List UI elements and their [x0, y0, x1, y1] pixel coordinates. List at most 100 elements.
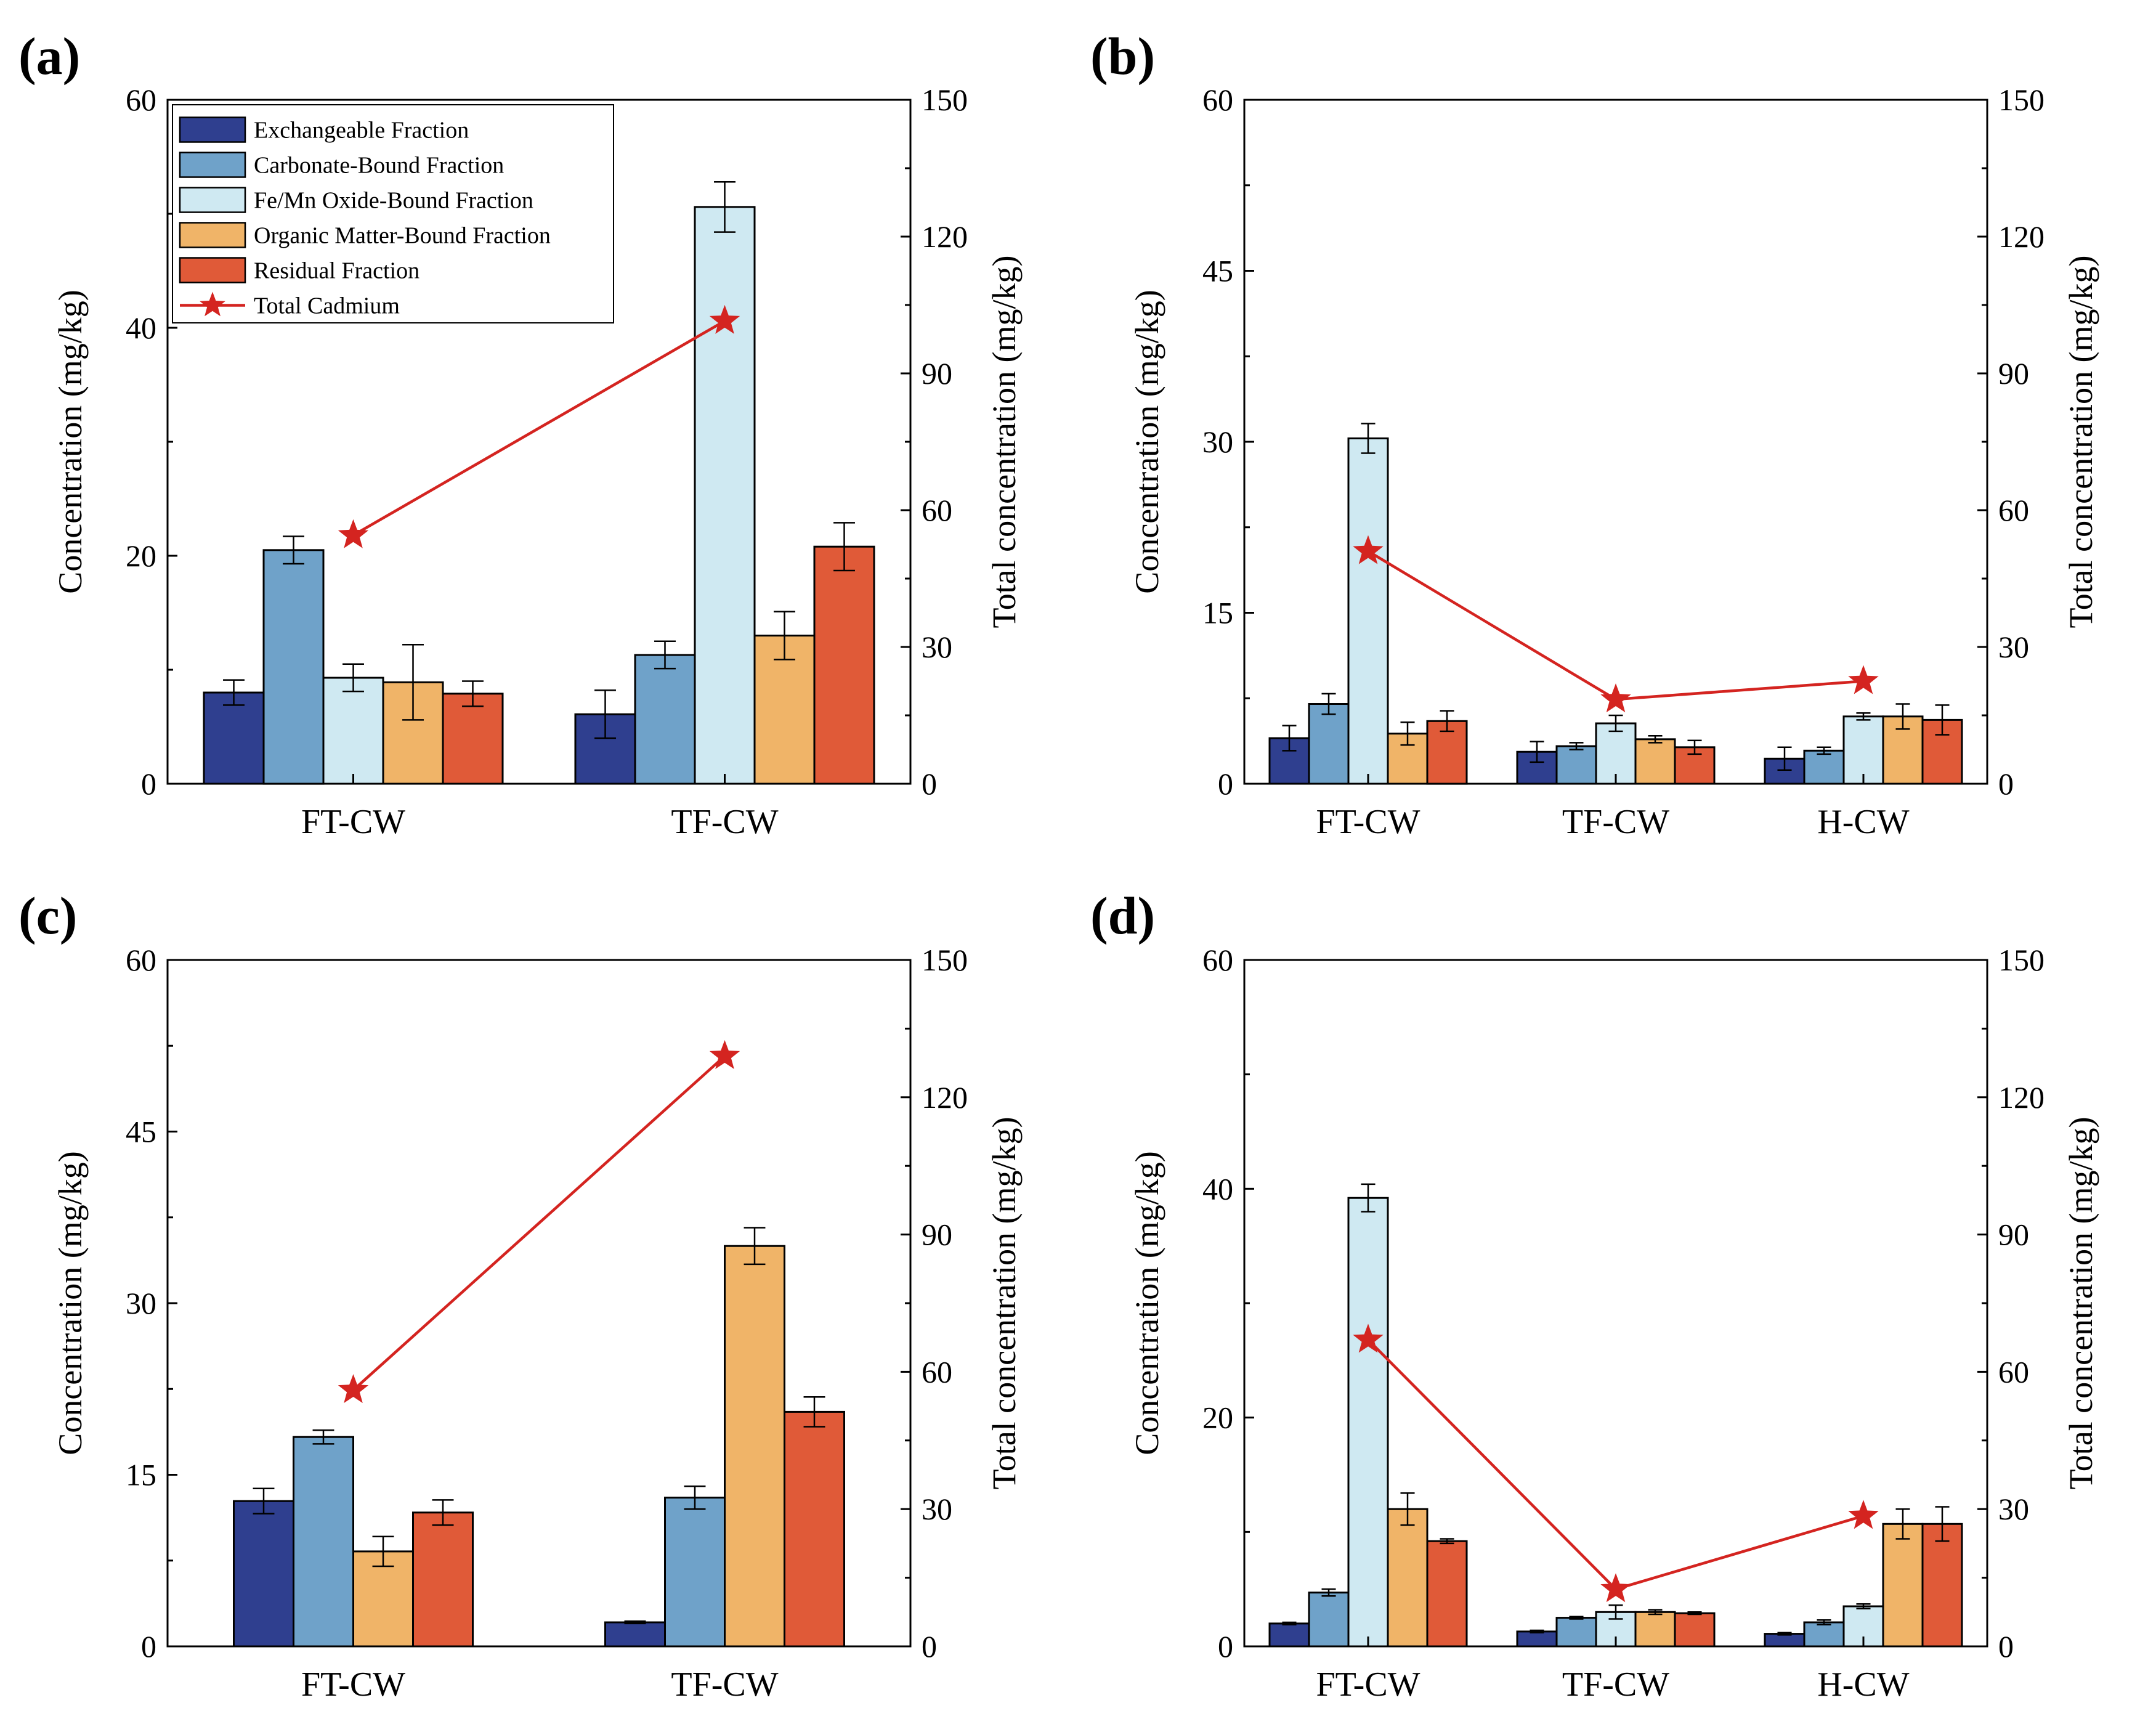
bar	[1308, 703, 1350, 785]
category-label: TF-CW	[671, 803, 778, 841]
y-right-tick-label: 120	[922, 219, 968, 254]
legend-swatch	[179, 116, 246, 143]
total-cadmium-line	[352, 1055, 726, 1391]
legend-swatch	[179, 257, 246, 283]
legend-label: Carbonate-Bound Fraction	[254, 153, 504, 179]
category-label: TF-CW	[1562, 803, 1669, 841]
error-bar	[312, 1429, 334, 1445]
y-tick-label: 40	[1202, 1171, 1233, 1206]
bar	[1882, 1523, 1924, 1648]
bar	[1308, 1592, 1350, 1648]
legend-swatch	[179, 152, 246, 178]
y-tick-label: 0	[1218, 1629, 1233, 1664]
category-label: FT-CW	[1316, 1665, 1420, 1704]
bar	[1347, 437, 1389, 785]
total-cadmium-point	[709, 304, 740, 334]
error-bar	[1608, 1604, 1623, 1620]
y-right-tick-label: 0	[1998, 766, 2014, 801]
bar	[1516, 1630, 1558, 1648]
legend-label: Organic Matter-Bound Fraction	[254, 223, 551, 249]
bar	[1634, 738, 1676, 785]
bar	[813, 545, 875, 785]
error-bar	[1569, 742, 1584, 750]
bar	[262, 549, 325, 785]
total-cadmium-point	[1600, 683, 1631, 713]
y-right-tick-label: 60	[1998, 1354, 2029, 1389]
total-cadmium-point	[338, 1374, 369, 1404]
total-cadmium-point	[338, 519, 369, 548]
bar	[1347, 1197, 1389, 1648]
error-bar	[833, 522, 855, 572]
error-bar	[1282, 725, 1297, 752]
y-tick-label: 40	[126, 311, 156, 345]
error-bar	[342, 663, 364, 693]
y-right-tick-label: 60	[1998, 493, 2029, 527]
panel-c: (c) FT-CW TF-CW 0 15 30 45 60 0 30 60 90 120 150 Conce…	[18, 886, 1023, 1704]
error-bar	[1856, 1603, 1871, 1609]
y-tick-label: 60	[126, 943, 156, 977]
y-right-tick-label: 30	[922, 630, 952, 664]
error-bar	[1400, 721, 1415, 746]
panel-tag: (a)	[18, 26, 80, 86]
y-tick-label: 60	[1202, 943, 1233, 977]
y-right-tick-label: 120	[922, 1080, 968, 1115]
y-tick-label: 45	[1202, 254, 1233, 288]
y-right-tick-label: 90	[922, 356, 952, 391]
legend-swatch	[179, 222, 246, 248]
error-bar	[1608, 714, 1623, 733]
total-cadmium-point	[1353, 1323, 1384, 1353]
error-bar	[1817, 1619, 1831, 1625]
error-bar	[1935, 1506, 1950, 1542]
bar	[1634, 1611, 1676, 1648]
error-bar	[1569, 1616, 1584, 1620]
bar	[1674, 1612, 1716, 1648]
total-cadmium-point	[709, 1040, 740, 1069]
error-bar	[803, 1396, 825, 1428]
error-bar	[1321, 693, 1336, 715]
y-right-tick-label: 30	[1998, 1492, 2029, 1526]
error-bar	[1440, 710, 1454, 733]
legend-frame	[172, 104, 614, 323]
y-axis-label: Concentration (mg/kg)	[1129, 1151, 1165, 1455]
y-axis-label-right: Total concentration (mg/kg)	[986, 255, 1023, 628]
category-label: FT-CW	[301, 803, 405, 841]
error-bar	[684, 1485, 706, 1510]
total-cadmium-point	[1353, 535, 1384, 564]
bar	[664, 1497, 726, 1648]
error-bar	[1648, 1609, 1663, 1616]
bar	[1555, 745, 1597, 785]
error-bar	[223, 679, 245, 706]
y-axis-label: Concentration (mg/kg)	[52, 1151, 89, 1455]
bar	[694, 206, 756, 785]
error-bar	[1400, 1492, 1415, 1526]
y-tick-label: 60	[1202, 83, 1233, 117]
error-bar	[462, 680, 484, 707]
y-axis-label-right: Total concentration (mg/kg)	[2062, 255, 2099, 628]
error-bar	[1687, 739, 1702, 755]
bar	[1803, 1621, 1845, 1648]
y-tick-label: 0	[141, 1629, 156, 1664]
category-label: TF-CW	[1562, 1665, 1669, 1704]
total-cadmium-line	[352, 319, 726, 537]
error-bar	[432, 1499, 454, 1526]
error-bar	[624, 1620, 646, 1625]
error-bar	[1530, 1629, 1544, 1633]
y-tick-label: 30	[126, 1286, 156, 1320]
y-right-tick-label: 30	[1998, 630, 2029, 664]
error-bar	[283, 535, 304, 565]
bar	[1803, 749, 1845, 785]
panel-tag: (b)	[1090, 26, 1155, 86]
panel-a: (a) FT-CW TF-CW 0 20 40 60 0 30 60 90 120 150 Concent…	[18, 26, 1023, 841]
category-label: FT-CW	[1316, 803, 1420, 841]
bar	[442, 693, 504, 785]
y-right-tick-label: 60	[922, 1354, 952, 1389]
total-cadmium-point	[1848, 1500, 1879, 1529]
y-tick-label: 30	[1202, 425, 1233, 459]
y-right-tick-label: 0	[922, 766, 937, 801]
y-right-tick-label: 90	[1998, 1218, 2029, 1252]
y-axis-label-right: Total concentration (mg/kg)	[2062, 1116, 2099, 1489]
error-bar	[1361, 423, 1376, 454]
bar	[322, 677, 384, 785]
bar	[1268, 1622, 1310, 1648]
